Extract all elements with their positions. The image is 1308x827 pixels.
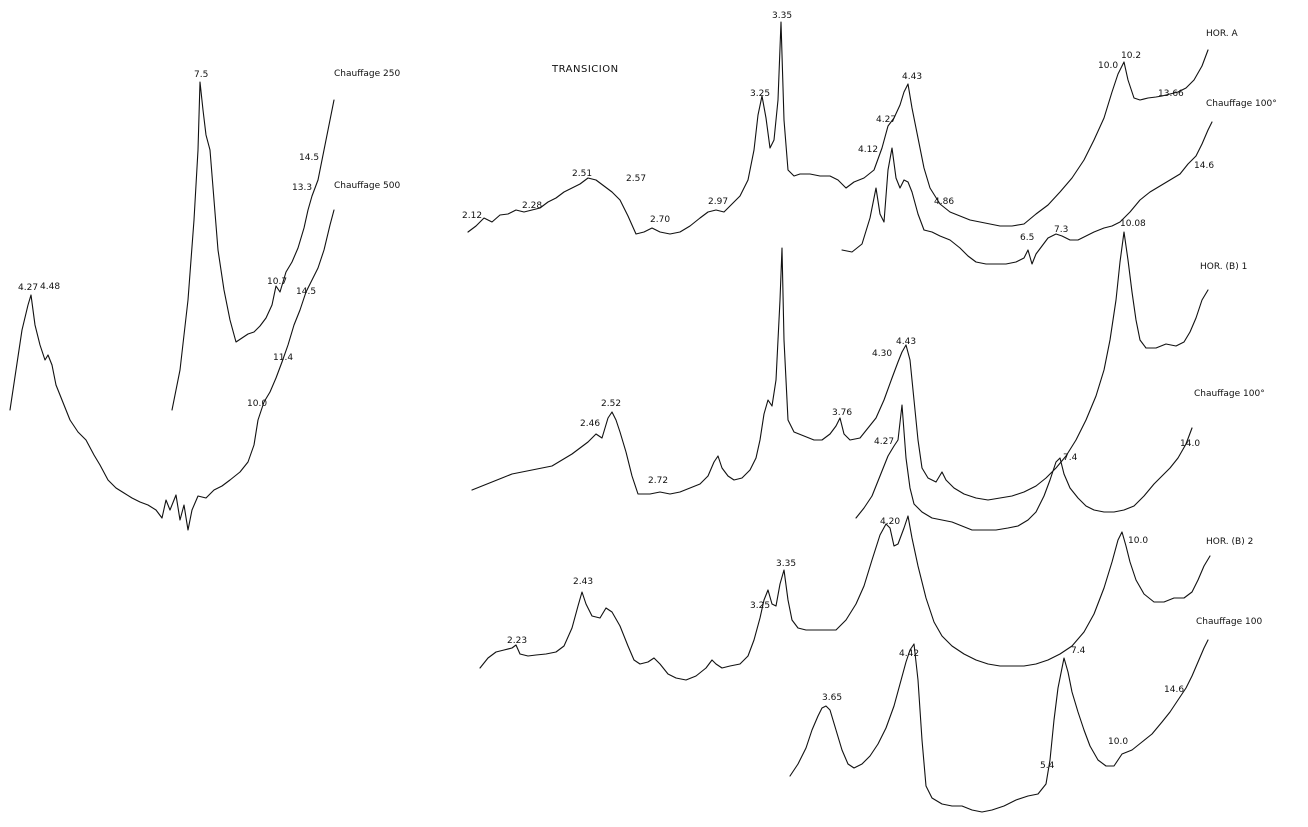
- trace-label-series-7: HOR. (B) 2: [1206, 537, 1253, 547]
- trace-label-series-6: Chauffage 100°: [1194, 389, 1265, 399]
- peak-label-series-3-13: 10.2: [1121, 51, 1141, 61]
- peak-label-series-8-6: 14.6: [1164, 685, 1184, 695]
- peak-label-series-2-3: 10.0: [247, 399, 267, 409]
- peak-label-series-5-6: 4.43: [896, 337, 916, 347]
- peak-label-series-7-5: 4.20: [880, 517, 900, 527]
- trace-hor-b1: [471, 231, 1209, 501]
- peak-label-series-3-12: 10.0: [1098, 61, 1118, 71]
- peak-label-series-5-3: 2.72: [648, 476, 668, 486]
- peak-label-series-3-7: 3.25: [750, 89, 770, 99]
- peak-label-series-6-3: 14.0: [1180, 439, 1200, 449]
- peak-label-series-7-6: 10.0: [1128, 536, 1148, 546]
- peak-label-series-4-1: 4.86: [934, 197, 954, 207]
- labels-layer: Chauffage 250 7.5 10.7 13.3 14.5 Chauffage 50…: [18, 11, 1277, 771]
- peak-label-series-3-11: 4.43: [902, 72, 922, 82]
- peak-label-series-4-5: 14.6: [1194, 161, 1214, 171]
- trace-chauffage-250: [171, 81, 335, 411]
- peak-label-series-1-1: 7.5: [194, 70, 208, 80]
- peak-label-series-3-8: 3.35: [772, 11, 792, 21]
- peak-label-series-4-3: 7.3: [1054, 225, 1068, 235]
- peak-label-series-3-5: 2.70: [650, 215, 670, 225]
- peak-label-series-2-4: 11.4: [273, 353, 293, 363]
- trace-chauffage-100-a: [841, 121, 1213, 265]
- peak-label-series-2-2: 4.48: [40, 282, 60, 292]
- peak-label-series-1-2: 10.7: [267, 277, 287, 287]
- chart-title: TRANSICION: [551, 64, 619, 75]
- peak-label-series-8-1: 3.65: [822, 693, 842, 703]
- peak-label-series-2-1: 4.27: [18, 283, 38, 293]
- trace-label-series-5: HOR. (B) 1: [1200, 262, 1247, 272]
- peak-label-series-5-5: 4.30: [872, 349, 892, 359]
- peak-label-series-7-3: 3.25: [750, 601, 770, 611]
- peak-label-series-3-14: 13.66: [1158, 89, 1184, 99]
- peak-label-series-3-6: 2.97: [708, 197, 728, 207]
- peak-label-series-5-2: 2.52: [601, 399, 621, 409]
- peak-label-series-8-4: 7.4: [1071, 646, 1086, 656]
- peak-label-series-4-2: 6.5: [1020, 233, 1034, 243]
- trace-label-series-8: Chauffage 100: [1196, 617, 1262, 627]
- peak-label-series-3-1: 2.12: [462, 211, 482, 221]
- peak-label-series-7-4: 3.35: [776, 559, 796, 569]
- peak-label-series-8-2: 4.42: [899, 649, 919, 659]
- peak-label-series-5-4: 3.76: [832, 408, 852, 418]
- peak-label-series-7-1: 2.23: [507, 636, 527, 646]
- peak-label-series-2-5: 14.5: [296, 287, 316, 297]
- peak-label-series-8-3: 5.4: [1040, 761, 1055, 771]
- peak-label-series-3-4: 2.57: [626, 174, 646, 184]
- peak-label-series-3-2: 2.28: [522, 201, 542, 211]
- peak-label-series-7-2: 2.43: [573, 577, 593, 587]
- trace-hor-a: [467, 21, 1209, 235]
- trace-chauffage-100-c: [789, 639, 1209, 813]
- trace-hor-b2: [479, 515, 1211, 681]
- peak-label-series-3-10: 4.27: [876, 115, 896, 125]
- trace-label-series-1: Chauffage 250: [334, 69, 400, 79]
- trace-label-series-2: Chauffage 500: [334, 181, 400, 191]
- peak-label-series-5-1: 2.46: [580, 419, 600, 429]
- peak-label-series-3-3: 2.51: [572, 169, 592, 179]
- peak-label-series-3-9: 4.12: [858, 145, 878, 155]
- trace-chauffage-100-b: [855, 404, 1193, 531]
- trace-chauffage-500: [9, 209, 335, 531]
- peak-label-series-8-5: 10.0: [1108, 737, 1128, 747]
- peak-label-series-1-4: 14.5: [299, 153, 319, 163]
- peak-label-series-6-2: 7.4: [1063, 453, 1078, 463]
- trace-label-series-4: Chauffage 100°: [1206, 99, 1277, 109]
- trace-label-series-3: HOR. A: [1206, 29, 1239, 39]
- peak-label-series-6-1: 4.27: [874, 437, 894, 447]
- peak-label-series-1-3: 13.3: [292, 183, 312, 193]
- peak-label-series-4-4: 10.08: [1120, 219, 1146, 229]
